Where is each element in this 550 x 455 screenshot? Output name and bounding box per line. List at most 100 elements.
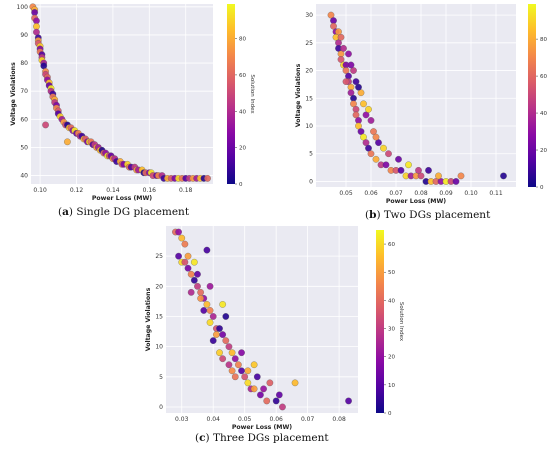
x-tick-label: 0.18 (179, 187, 193, 194)
y-tick-label: 80 (20, 60, 28, 67)
data-point (216, 349, 223, 357)
data-point (352, 111, 360, 119)
data-point (405, 161, 412, 169)
y-axis-label: Voltage Violations (145, 287, 152, 351)
data-point (231, 355, 239, 363)
data-point (365, 106, 372, 113)
colorbar-tick-label: 20 (239, 146, 246, 152)
colorbar-tick-label: 60 (540, 74, 547, 80)
colorbar (376, 230, 384, 413)
data-point (184, 264, 192, 272)
chart-panel-1: 0.05 0.06 0.07 0.08 0.09 0.10 0.11 0 5 10 15 20 25 30… (295, 4, 547, 205)
data-point (33, 28, 40, 36)
data-point (238, 367, 245, 375)
colorbar-label: Solution Index (249, 74, 255, 114)
data-point (219, 301, 227, 308)
y-tick-label: 15 (155, 313, 163, 320)
y-tick-label: 30 (305, 12, 313, 19)
data-point (452, 178, 460, 185)
colorbar-tick-label: 0 (540, 185, 544, 191)
data-point (231, 373, 239, 381)
colorbar-tick-label: 20 (388, 355, 395, 361)
x-tick-label: 0.14 (106, 187, 120, 194)
data-point (175, 228, 182, 236)
data-point (291, 379, 299, 387)
colorbar-tick-label: 30 (388, 327, 395, 333)
data-point (357, 128, 365, 135)
data-point (228, 367, 236, 375)
data-point (194, 270, 201, 278)
y-tick-label: 25 (305, 40, 313, 47)
data-point (40, 62, 48, 70)
data-point (250, 385, 258, 393)
x-tick-label: 0.03 (175, 416, 189, 423)
y-tick-label: 25 (155, 253, 163, 260)
data-point (206, 319, 214, 326)
x-tick-label: 0.06 (364, 190, 378, 197)
data-point (360, 133, 367, 141)
data-point (204, 175, 211, 182)
x-tick-label: 0.06 (269, 416, 283, 423)
data-point (266, 379, 274, 387)
colorbar-tick-label: 40 (540, 111, 547, 117)
data-point (330, 22, 337, 30)
colorbar-label: Solution Index (398, 302, 404, 342)
y-axis-label: Voltage Violations (10, 62, 17, 126)
data-point (355, 83, 362, 91)
colorbar-tick-label: 60 (388, 242, 395, 248)
data-point (257, 391, 264, 399)
data-point (250, 361, 258, 369)
x-tick-label: 0.05 (238, 416, 252, 423)
colorbar (528, 4, 536, 187)
data-point (260, 385, 267, 393)
caption-b: (b) Two DGs placement (365, 209, 491, 221)
data-point (181, 240, 189, 248)
data-point (225, 343, 233, 350)
y-tick-label: 0 (159, 404, 163, 411)
x-tick-label: 0.09 (439, 190, 453, 197)
data-point (190, 276, 198, 284)
data-point (219, 331, 227, 338)
data-point (342, 67, 350, 74)
x-tick-label: 0.05 (339, 190, 353, 197)
data-point (206, 307, 214, 314)
data-point (213, 331, 220, 338)
x-tick-label: 0.07 (389, 190, 403, 197)
data-point (385, 150, 392, 158)
data-point (337, 33, 345, 41)
data-point (355, 122, 362, 130)
data-point (206, 282, 214, 290)
data-point (263, 397, 271, 405)
data-point (219, 355, 227, 363)
data-point (175, 252, 182, 260)
data-point (244, 367, 252, 375)
x-axis-label: Power Loss (MW) (386, 198, 446, 205)
caption-a: (a) Single DG placement (58, 206, 190, 218)
x-tick-label: 0.11 (489, 190, 503, 197)
data-point (425, 167, 432, 174)
x-axis-label: Power Loss (MW) (232, 424, 292, 431)
y-tick-label: 15 (305, 95, 313, 102)
x-tick-label: 0.04 (207, 416, 221, 423)
data-point (350, 67, 357, 74)
data-point (345, 397, 352, 405)
data-point (350, 100, 357, 108)
y-tick-label: 100 (17, 4, 29, 11)
chart-panel-2: 0.03 0.04 0.05 0.06 0.07 0.08 0 5 10 15 20 25 Power … (145, 226, 404, 431)
data-point (187, 289, 195, 296)
y-tick-label: 50 (20, 144, 28, 151)
data-point (203, 246, 211, 254)
data-point (372, 133, 380, 141)
data-point (417, 172, 425, 180)
data-point (365, 144, 372, 152)
data-point (372, 155, 380, 163)
data-point (184, 252, 192, 260)
y-tick-label: 5 (309, 151, 313, 158)
data-point (181, 258, 189, 266)
chart-panel-0: 0.10 0.12 0.14 0.16 0.18 40 50 60 70 80 90 100 Power… (10, 3, 255, 202)
data-point (367, 150, 375, 158)
x-tick-label: 0.10 (464, 190, 478, 197)
data-point (241, 373, 249, 381)
